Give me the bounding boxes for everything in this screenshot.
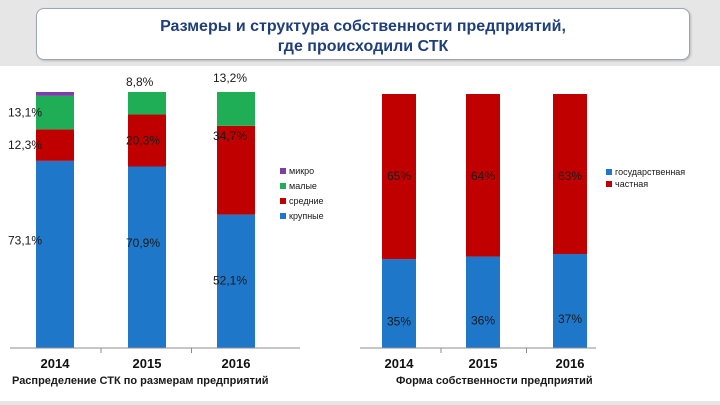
data-label-крупные-2016: 52,1% (213, 274, 247, 288)
x-tick-label-2015: 2015 (133, 356, 162, 371)
bar-segment-крупные-2016 (217, 214, 255, 348)
bar-segment-частная-2014 (382, 94, 416, 260)
chart-title: Распределение СТК по размерам предприяти… (12, 375, 269, 387)
data-label-средние-2016: 34,7% (213, 129, 247, 143)
bar-segment-малые-2015 (128, 92, 166, 115)
bar-segment-малые-2016 (217, 92, 255, 126)
x-tick-label-2016: 2016 (222, 356, 251, 371)
legend-swatch-частная (606, 181, 612, 187)
bar-segment-средние-2016 (217, 125, 255, 215)
bar-segment-микро-2014 (36, 92, 74, 96)
x-tick-label-2016: 2016 (556, 356, 585, 371)
legend-label-частная: частная (615, 179, 648, 189)
bar-segment-государственная-2016 (553, 254, 587, 348)
legend-label-крупные: крупные (289, 211, 324, 221)
ownership-form-chart: 35% 65% 2014 36% 64% 2015 37% 63% 2016 государств… (360, 94, 685, 387)
bar-segment-крупные-2014 (36, 160, 74, 348)
slide-title-line-1: Размеры и структура собственности предпр… (160, 18, 566, 35)
ownership-form-panel: 35% 65% 2014 36% 64% 2015 37% 63% 2016 государств… (356, 66, 720, 401)
x-tick-label-2014: 2014 (41, 356, 71, 371)
data-label-малые-2015: 8,8% (126, 75, 154, 89)
chart-title: Форма собственности предприятий (396, 375, 593, 387)
size-distribution-chart: 73,1% 12,3% 13,1% 2014 70,9% 20,3% 8,8% 2015 52,… (8, 71, 324, 387)
bar-segment-государственная-2014 (382, 259, 416, 348)
legend-swatch-крупные (280, 213, 286, 219)
legend-label-микро: микро (289, 166, 314, 176)
data-label-крупные-2015: 70,9% (126, 236, 160, 250)
legend-label-средние: средние (289, 196, 324, 206)
bar-segment-частная-2015 (466, 94, 500, 257)
data-label-частная-2016: 63% (558, 169, 582, 183)
data-label-крупные-2014: 73,1% (8, 233, 42, 247)
bar-segment-частная-2016 (553, 94, 587, 255)
bar-segment-малые-2014 (36, 95, 74, 130)
bar-segment-государственная-2015 (466, 256, 500, 348)
x-tick-label-2015: 2015 (469, 356, 498, 371)
data-label-средние-2014: 12,3% (8, 138, 42, 152)
data-label-средние-2015: 20,3% (126, 134, 160, 148)
legend-swatch-средние (280, 198, 286, 204)
data-label-частная-2014: 65% (387, 169, 411, 183)
slide-title-line-2: где происходили СТК (277, 38, 449, 55)
size-distribution-panel: 73,1% 12,3% 13,1% 2014 70,9% 20,3% 8,8% 2015 52,… (0, 66, 356, 401)
legend-swatch-государственная (606, 169, 612, 175)
data-label-частная-2015: 64% (471, 169, 495, 183)
x-tick-label-2014: 2014 (385, 356, 415, 371)
bar-segment-средние-2015 (128, 114, 166, 167)
legend-swatch-малые (280, 183, 286, 189)
data-label-малые-2016: 13,2% (213, 71, 247, 85)
bar-segment-крупные-2015 (128, 166, 166, 348)
legend-label-малые: малые (289, 181, 317, 191)
data-label-государственная-2014: 35% (387, 315, 411, 329)
data-label-государственная-2016: 37% (558, 312, 582, 326)
data-label-государственная-2015: 36% (471, 313, 495, 327)
bar-segment-средние-2014 (36, 129, 74, 161)
slide-title: Размеры и структура собственности предпр… (36, 8, 690, 60)
data-label-малые-2014: 13,1% (8, 106, 42, 120)
legend-swatch-микро (280, 168, 286, 174)
legend-label-государственная: государственная (615, 167, 685, 177)
